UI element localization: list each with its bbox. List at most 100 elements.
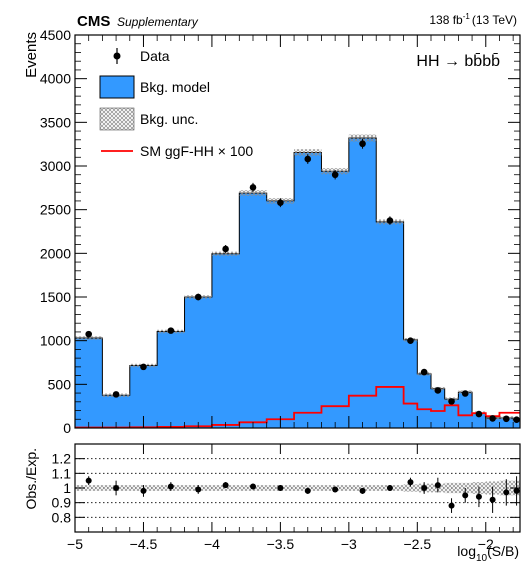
legend: Data Bkg. model Bkg. unc. SM ggF-HH × 10…	[99, 48, 253, 159]
process-label: HH → bb̄bb̄	[416, 53, 500, 70]
y-axis-title: Events	[23, 32, 40, 78]
main-panel: 0 500 1000 1500 2000 2500 3000 3500 4000 4500	[40, 27, 521, 436]
x-axis-title-sub: 10	[476, 553, 488, 564]
data-point	[194, 293, 202, 301]
ratio-point	[167, 483, 174, 490]
bkg-uncertainty-band	[294, 149, 322, 156]
background-histogram	[74, 137, 521, 429]
legend-entry-bkg: Bkg. model	[99, 75, 210, 99]
ratio-point	[434, 482, 441, 489]
data-point	[222, 245, 229, 253]
legend-unc-swatch	[99, 107, 135, 131]
data-point	[359, 140, 366, 148]
legend-label-unc: Bkg. unc.	[140, 111, 198, 127]
legend-data-marker	[113, 52, 121, 60]
data-point	[489, 415, 496, 422]
legend-label-signal: SM ggF-HH × 100	[140, 143, 253, 159]
bkg-uncertainty-band	[75, 336, 103, 340]
ratio-panel: 0.80.911.11.2 −5 −4.5 −4 −3.5 −3 −2.5 −2	[52, 443, 521, 552]
y-tick-label: 3500	[40, 114, 71, 130]
x-tick-label: −2	[478, 536, 494, 552]
lumi-label: 138 fb-1 (13 TeV)	[429, 12, 517, 27]
x-tick-label: −4	[204, 536, 220, 552]
data-point	[434, 387, 442, 394]
data-point	[448, 398, 455, 405]
ratio-point	[113, 485, 120, 491]
data-point	[475, 410, 483, 418]
ratio-point	[195, 486, 202, 493]
ratio-uncertainty-band	[403, 484, 418, 492]
x-tick-label: −3.5	[267, 536, 295, 552]
ratio-y-tick-label: 0.9	[52, 495, 72, 511]
data-point	[304, 155, 312, 163]
x-axis-title-tail: (S/B)	[487, 543, 519, 559]
ratio-point	[85, 477, 92, 484]
supplementary-tag: Supplementary	[117, 15, 199, 29]
experiment-label: CMS	[77, 13, 110, 30]
legend-entry-unc: Bkg. unc.	[99, 107, 198, 131]
main-plot-frame	[74, 34, 521, 429]
ratio-y-tick-label: 1.1	[52, 465, 72, 481]
y-tick-label: 4000	[40, 71, 71, 87]
ratio-point	[421, 485, 428, 491]
data-point	[167, 327, 175, 334]
y-tick-label: 3000	[40, 158, 71, 174]
y-tick-label: 1000	[40, 333, 71, 349]
ratio-point	[250, 483, 256, 490]
y-tick-label: 2000	[40, 245, 71, 261]
ratio-point	[503, 489, 510, 496]
data-point	[461, 390, 469, 397]
legend-label-data: Data	[140, 48, 170, 64]
ratio-y-tick-label: 0.8	[52, 509, 72, 525]
ratio-point	[332, 486, 339, 493]
bkg-uncertainty-band	[211, 251, 240, 256]
data-point	[249, 184, 257, 191]
ratio-point	[359, 487, 366, 494]
ratio-point	[448, 502, 455, 509]
ratio-point	[462, 492, 469, 499]
y-tick-label: 0	[63, 420, 71, 436]
x-axis-title-main: log	[457, 543, 476, 559]
data-point	[85, 330, 92, 338]
ratio-point	[140, 487, 147, 494]
y-tick-label: 1500	[40, 289, 71, 305]
data-point	[140, 363, 147, 371]
legend-bkg-swatch	[99, 75, 135, 99]
data-point	[386, 217, 394, 224]
x-tick-label: −3	[341, 536, 357, 552]
ratio-point	[489, 496, 496, 503]
ratio-point	[407, 479, 414, 486]
y-tick-label: 2500	[40, 202, 71, 218]
ratio-point	[222, 482, 229, 489]
ratio-y-axis-title: Obs./Exp.	[23, 448, 39, 509]
x-tick-label: −4.5	[130, 536, 158, 552]
data-point	[513, 416, 520, 424]
ratio-point	[513, 487, 520, 494]
ratio-uncertainty-band	[75, 485, 103, 491]
data-point	[331, 171, 339, 179]
bkg-uncertainty-band	[239, 190, 267, 196]
ratio-y-tick-label: 1.2	[52, 451, 72, 467]
lumi-exponent: -1	[463, 12, 471, 21]
ratio-point	[475, 493, 482, 500]
data-point	[407, 337, 414, 344]
legend-entry-signal: SM ggF-HH × 100	[101, 143, 253, 159]
ratio-point	[277, 485, 284, 491]
bkg-uncertainty-band	[348, 134, 377, 142]
ratio-y-tick-label: 1	[63, 480, 71, 496]
data-point	[277, 199, 284, 206]
data-point	[503, 415, 510, 423]
ratio-point	[304, 487, 311, 494]
legend-entry-data: Data	[113, 48, 170, 64]
x-tick-label: −5	[67, 536, 83, 552]
x-axis-title: log10(S/B)	[457, 543, 519, 564]
ratio-uncertainty-band	[444, 482, 459, 494]
lumi-value: 138 fb	[429, 13, 463, 27]
ratio-point	[386, 485, 393, 491]
data-point	[420, 368, 428, 376]
energy-value: (13 TeV)	[472, 13, 517, 27]
data-point	[112, 391, 120, 398]
legend-label-bkg: Bkg. model	[140, 79, 210, 95]
y-tick-label: 4500	[40, 27, 71, 43]
